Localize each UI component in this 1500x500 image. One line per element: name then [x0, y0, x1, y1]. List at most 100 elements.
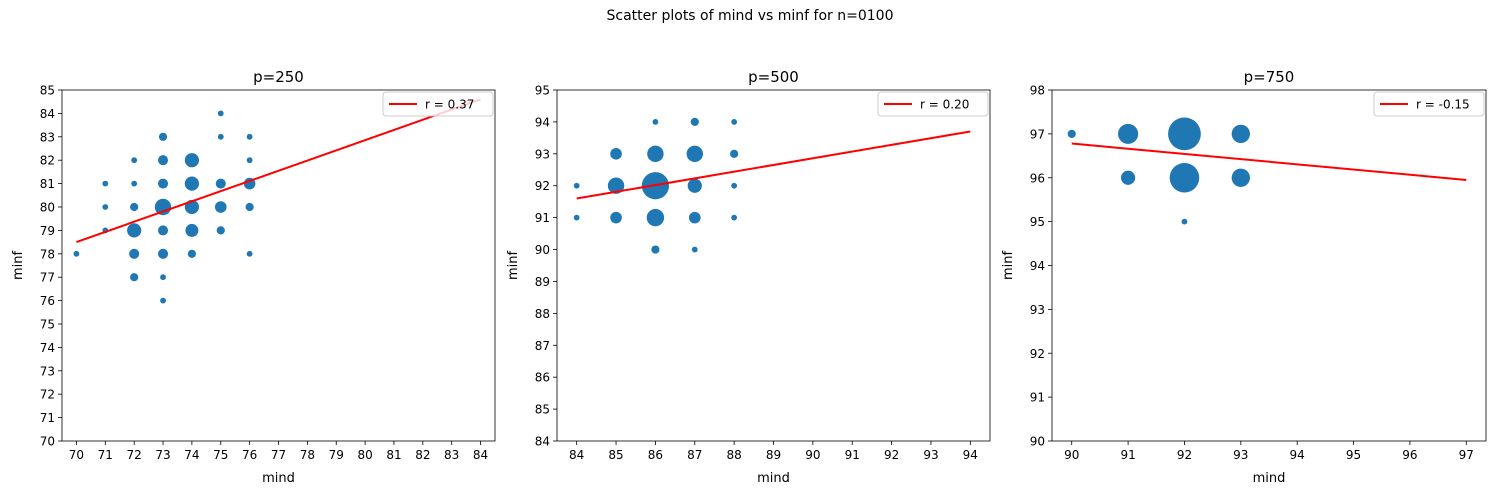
- scatter-point: [160, 274, 166, 281]
- scatter-point: [102, 180, 109, 187]
- subplot-3: p=750 90 91 92 93 94 95 96 97 90 91 92 93 94 95 96 97 98 m…: [1001, 68, 1487, 486]
- scatter-point: [158, 225, 169, 236]
- scatter-point: [1231, 168, 1250, 187]
- y-tick-label: 95: [1030, 215, 1045, 229]
- x-tick-label: 84: [569, 448, 584, 462]
- y-tick-label: 75: [40, 318, 55, 332]
- x-tick-label: 84: [473, 448, 488, 462]
- regression-line: [1071, 142, 1467, 181]
- y-tick-label: 90: [1030, 435, 1045, 449]
- x-tick-label: 71: [98, 448, 113, 462]
- x-tick-label: 85: [608, 448, 623, 462]
- y-tick-label: 72: [40, 388, 55, 402]
- scatter-point: [129, 248, 140, 259]
- y-tick-label: 84: [40, 107, 55, 121]
- y-tick-label: 93: [1030, 303, 1045, 317]
- x-tick-label: 79: [329, 448, 344, 462]
- scatter-point: [130, 273, 139, 282]
- legend-box: [1373, 91, 1485, 117]
- scatter-point: [102, 204, 109, 210]
- scatter-point: [158, 155, 169, 166]
- x-tick-label: 86: [648, 448, 663, 462]
- y-tick-label: 70: [40, 435, 55, 449]
- axes-frame: [1051, 89, 1487, 442]
- y-tick-label: 89: [535, 275, 550, 289]
- y-tick-label: 76: [40, 294, 55, 308]
- x-tick-label: 92: [1177, 448, 1192, 462]
- scatter-point: [687, 178, 702, 193]
- y-tick-label: 77: [40, 271, 55, 285]
- y-tick-label: 87: [535, 339, 550, 353]
- scatter-point: [691, 246, 698, 253]
- x-tick-label: 97: [1459, 448, 1474, 462]
- y-axis-label: minf: [506, 251, 521, 281]
- x-tick-label: 90: [1064, 448, 1079, 462]
- y-tick-label: 92: [1030, 347, 1045, 361]
- legend: r = 0.37: [382, 91, 494, 117]
- scatter-point: [131, 157, 138, 164]
- y-tick-label: 82: [40, 154, 55, 168]
- y-tick-label: 88: [535, 307, 550, 321]
- scatter-point: [1181, 218, 1188, 225]
- x-axis-label: mind: [1253, 471, 1286, 486]
- y-tick-label: 94: [535, 115, 550, 129]
- scatter-point: [130, 202, 139, 212]
- scatter-point: [216, 226, 225, 235]
- y-axis-label: minf: [1001, 251, 1016, 281]
- scatter-point: [647, 145, 664, 163]
- x-tick-label: 82: [415, 448, 430, 462]
- y-tick-label: 86: [535, 371, 550, 385]
- x-axis-label: mind: [262, 471, 295, 486]
- subplot-1: p=250 70 71 72 73 74 75 76 77 78 79 80 81 82 83 84 70 71 7…: [11, 68, 496, 486]
- x-tick-label: 88: [726, 448, 741, 462]
- legend-label: r = 0.20: [920, 98, 969, 112]
- scatter-point: [184, 176, 199, 191]
- y-tick-label: 83: [40, 130, 55, 144]
- data-layer: [73, 98, 481, 304]
- y-tick-label: 85: [535, 403, 550, 417]
- legend-label: r = -0.15: [1416, 98, 1470, 112]
- scatter-point: [217, 133, 224, 140]
- x-tick-label: 74: [184, 448, 199, 462]
- scatter-point: [246, 133, 253, 140]
- x-tick-label: 90: [805, 448, 820, 462]
- y-tick-label: 80: [40, 201, 55, 215]
- scatter-point: [217, 110, 224, 117]
- legend-label: r = 0.37: [425, 98, 474, 112]
- x-tick-label: 70: [69, 448, 84, 462]
- scatter-point: [215, 178, 226, 189]
- legend-box: [382, 91, 494, 117]
- x-tick-label: 77: [271, 448, 286, 462]
- legend: r = -0.15: [1373, 91, 1485, 117]
- y-tick-label: 98: [1030, 84, 1045, 98]
- scatter-point: [160, 297, 166, 304]
- scatter-point: [127, 223, 142, 238]
- y-tick-label: 85: [40, 84, 55, 98]
- y-tick-label: 79: [40, 224, 55, 238]
- scatter-point: [610, 148, 622, 160]
- x-tick-label: 72: [127, 448, 142, 462]
- x-tick-label: 92: [884, 448, 899, 462]
- scatter-point: [688, 211, 701, 224]
- x-tick-label: 78: [300, 448, 315, 462]
- scatter-point: [184, 153, 199, 168]
- x-tick-label: 96: [1402, 448, 1417, 462]
- scatter-point: [651, 245, 660, 254]
- y-tick-label: 78: [40, 247, 55, 261]
- y-tick-label: 84: [535, 435, 550, 449]
- scatter-point: [1120, 170, 1136, 185]
- y-tick-label: 96: [1030, 171, 1045, 185]
- x-tick-label: 95: [1346, 448, 1361, 462]
- x-tick-label: 81: [386, 448, 401, 462]
- y-tick-label: 91: [1030, 391, 1045, 405]
- data-layer: [573, 117, 971, 254]
- scatter-point: [187, 249, 196, 258]
- x-tick-label: 94: [1290, 448, 1305, 462]
- x-tick-label: 75: [213, 448, 228, 462]
- scatter-point: [730, 149, 739, 158]
- x-tick-label: 93: [1233, 448, 1248, 462]
- x-tick-label: 87: [687, 448, 702, 462]
- scatter-point: [1168, 117, 1201, 151]
